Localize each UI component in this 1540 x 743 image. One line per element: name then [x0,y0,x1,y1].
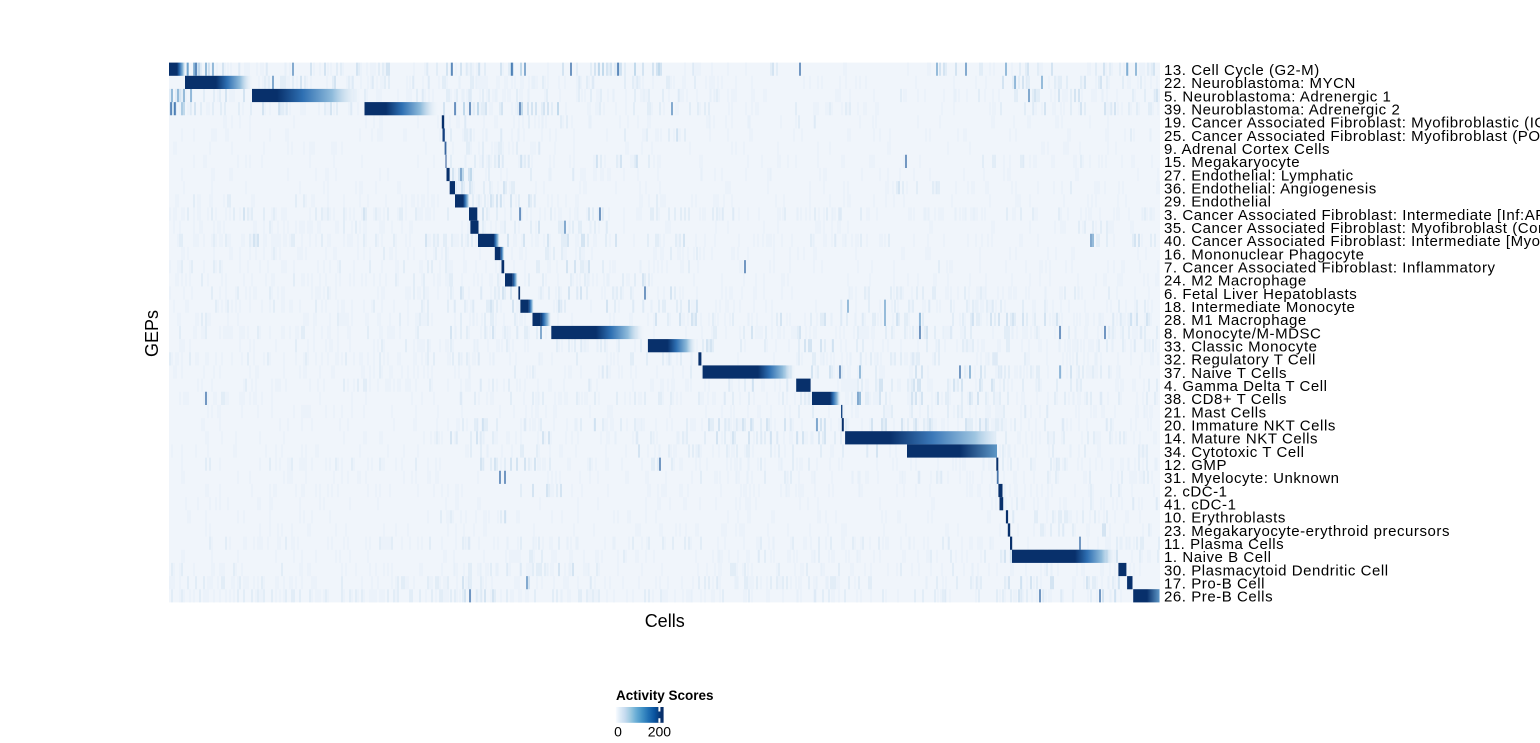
svg-text:40. Cancer Associated Fibrobla: 40. Cancer Associated Fibroblast: Interm… [1164,233,1540,250]
svg-text:30. Plasmacytoid Dendritic Cel: 30. Plasmacytoid Dendritic Cell [1164,562,1389,579]
svg-text:25. Cancer Associated Fibrobla: 25. Cancer Associated Fibroblast: Myofib… [1164,128,1540,145]
svg-text:27. Endothelial: Lymphatic: 27. Endothelial: Lymphatic [1164,167,1354,184]
svg-text:0: 0 [614,724,622,740]
svg-text:5. Neuroblastoma: Adrenergic 1: 5. Neuroblastoma: Adrenergic 1 [1164,88,1391,105]
svg-text:20. Immature NKT Cells: 20. Immature NKT Cells [1164,418,1336,435]
svg-text:9. Adrenal Cortex Cells: 9. Adrenal Cortex Cells [1164,141,1330,158]
svg-text:28. M1 Macrophage: 28. M1 Macrophage [1164,312,1307,329]
svg-text:34. Cytotoxic T Cell: 34. Cytotoxic T Cell [1164,444,1305,461]
svg-text:41. cDC-1: 41. cDC-1 [1164,497,1236,514]
svg-text:10. Erythroblasts: 10. Erythroblasts [1164,510,1286,527]
svg-text:18. Intermediate Monocyte: 18. Intermediate Monocyte [1164,299,1355,316]
svg-text:21. Mast Cells: 21. Mast Cells [1164,404,1267,421]
svg-text:22. Neuroblastoma: MYCN: 22. Neuroblastoma: MYCN [1164,75,1356,92]
svg-text:7. Cancer Associated Fibroblas: 7. Cancer Associated Fibroblast: Inflamm… [1164,260,1496,277]
svg-text:16. Mononuclear Phagocyte: 16. Mononuclear Phagocyte [1164,246,1365,263]
svg-text:Cells: Cells [645,611,685,631]
svg-text:3. Cancer Associated Fibroblas: 3. Cancer Associated Fibroblast: Interme… [1164,207,1540,224]
svg-text:8. Monocyte/M-MDSC: 8. Monocyte/M-MDSC [1164,325,1321,342]
svg-text:200: 200 [648,724,672,740]
svg-text:19. Cancer Associated Fibrobla: 19. Cancer Associated Fibroblast: Myofib… [1164,115,1540,132]
svg-text:15. Megakaryocyte: 15. Megakaryocyte [1164,154,1300,171]
svg-text:1. Naive B Cell: 1. Naive B Cell [1164,549,1271,566]
svg-text:24. M2 Macrophage: 24. M2 Macrophage [1164,273,1307,290]
svg-text:17. Pro-B Cell: 17. Pro-B Cell [1164,576,1265,593]
svg-text:6. Fetal Liver Hepatoblasts: 6. Fetal Liver Hepatoblasts [1164,286,1357,303]
svg-text:14. Mature NKT Cells: 14. Mature NKT Cells [1164,431,1318,448]
svg-text:26. Pre-B Cells: 26. Pre-B Cells [1164,589,1273,606]
svg-text:38. CD8+ T Cells: 38. CD8+ T Cells [1164,391,1287,408]
svg-text:29. Endothelial: 29. Endothelial [1164,194,1272,211]
svg-text:23. Megakaryocyte-erythroid pr: 23. Megakaryocyte-erythroid precursors [1164,523,1450,540]
svg-text:Activity Scores: Activity Scores [616,688,714,703]
svg-text:GEPs: GEPs [142,310,162,357]
svg-text:36. Endothelial: Angiogenesis: 36. Endothelial: Angiogenesis [1164,181,1377,198]
svg-text:12. GMP: 12. GMP [1164,457,1227,474]
svg-text:37. Naive T Cells: 37. Naive T Cells [1164,365,1287,382]
svg-text:39. Neuroblastoma: Adrenergic: 39. Neuroblastoma: Adrenergic 2 [1164,102,1400,119]
svg-text:13. Cell Cycle (G2-M): 13. Cell Cycle (G2-M) [1164,62,1320,79]
svg-text:32. Regulatory T Cell: 32. Regulatory T Cell [1164,352,1316,369]
svg-text:2. cDC-1: 2. cDC-1 [1164,483,1228,500]
svg-text:4. Gamma Delta T Cell: 4. Gamma Delta T Cell [1164,378,1328,395]
svg-text:11. Plasma Cells: 11. Plasma Cells [1164,536,1284,553]
svg-text:31. Myelocyte: Unknown: 31. Myelocyte: Unknown [1164,470,1340,487]
svg-text:35. Cancer Associated Fibrobla: 35. Cancer Associated Fibroblast: Myofib… [1164,220,1540,237]
svg-text:33. Classic Monocyte: 33. Classic Monocyte [1164,339,1318,356]
